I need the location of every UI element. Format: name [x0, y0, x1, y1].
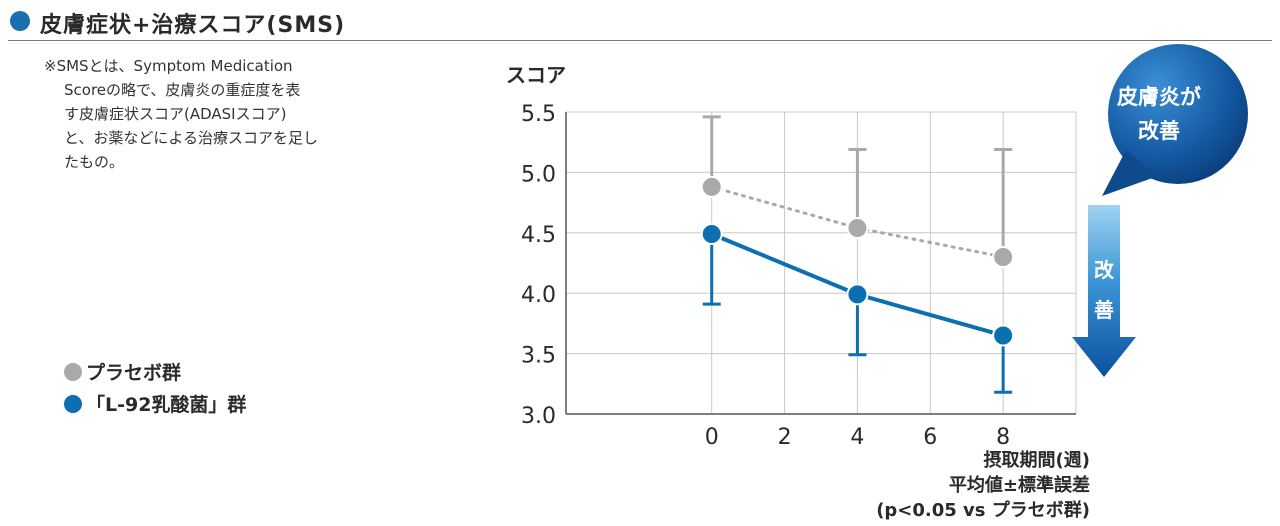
y-axis-title: スコア: [506, 63, 566, 87]
y-tick-label: 3.5: [521, 344, 556, 369]
arrow-label: 改 善: [1088, 250, 1120, 330]
y-tick-label: 5.5: [521, 102, 556, 127]
bubble-line: 改善: [1138, 119, 1180, 143]
data-point: [700, 175, 723, 198]
bubble-label: 皮膚炎が 改善: [1097, 80, 1221, 148]
sms-definition-note: ※SMSとは、Symptom Medication Scoreの略で、皮膚炎の重…: [44, 54, 389, 174]
data-point: [992, 324, 1015, 347]
note-line: Scoreの略で、皮膚炎の重症度を表: [64, 81, 301, 99]
arrow-char: 改: [1094, 258, 1114, 282]
note-line: ※SMSとは、Symptom Medication: [44, 57, 293, 75]
note-line: と、お薬などによる治療スコアを足し: [64, 129, 318, 147]
placebo-dot-icon: [64, 363, 82, 381]
y-tick-label: 3.0: [521, 404, 556, 429]
l92-dot-icon: [64, 395, 82, 413]
x-tick-label: 0: [705, 425, 719, 450]
data-point: [700, 223, 723, 246]
note-line: たもの。: [64, 153, 125, 171]
data-point: [846, 283, 869, 306]
section-header: 皮膚症状+治療スコア(SMS): [8, 4, 1272, 41]
sms-line-chart: 3.0 3.5 4.0 4.5 5.0 5.5 0 2 4 6 8 スコア: [506, 63, 1077, 450]
section-title: 皮膚症状+治療スコア(SMS): [40, 13, 346, 38]
bullet-dot-icon: [10, 11, 30, 31]
x-tick-label: 2: [778, 425, 792, 450]
data-point: [992, 245, 1015, 268]
down-arrow-icon: [1072, 205, 1136, 377]
x-tick-label: 6: [923, 425, 937, 450]
bubble-line: 皮膚炎が: [1117, 85, 1201, 109]
y-tick-label: 5.0: [521, 162, 556, 187]
y-tick-label: 4.5: [521, 223, 556, 248]
stat-note: 平均値±標準誤差: [948, 475, 1090, 496]
x-axis-label: 摂取期間(週): [983, 450, 1090, 471]
arrow-char: 善: [1094, 298, 1114, 322]
note-line: す皮膚症状スコア(ADASIスコア): [64, 105, 287, 123]
improvement-bubble-icon: [1102, 44, 1248, 196]
significance-note: (p<0.05 vs プラセボ群): [876, 500, 1090, 521]
chart-footnotes: 摂取期間(週) 平均値±標準誤差 (p<0.05 vs プラセボ群): [876, 448, 1090, 523]
legend-label-placebo: プラセボ群: [86, 362, 182, 384]
legend-label-l92: 「L-92乳酸菌」群: [86, 394, 247, 416]
x-tick-label: 8: [996, 425, 1010, 450]
y-tick-label: 4.0: [521, 283, 556, 308]
data-point: [846, 216, 869, 239]
x-tick-label: 4: [850, 425, 864, 450]
